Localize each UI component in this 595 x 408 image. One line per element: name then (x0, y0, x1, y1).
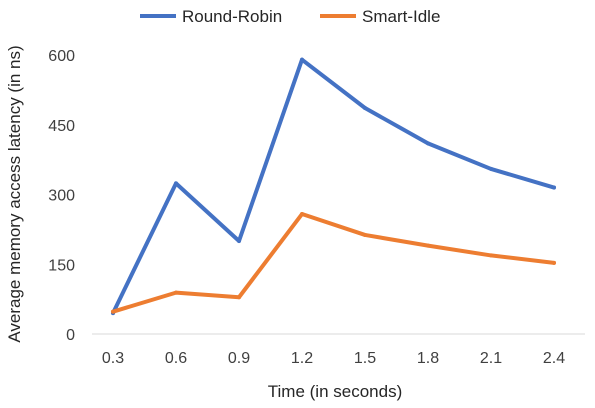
data-point-smart-idle (111, 309, 115, 314)
data-point-smart-idle (489, 253, 493, 258)
x-axis-ticks: 0.3 0.6 0.9 1.2 1.5 1.8 2.1 2.4 (102, 350, 565, 367)
x-tick-label: 1.2 (291, 350, 313, 367)
x-tick-label: 0.6 (165, 350, 187, 367)
data-point-round-robin (489, 166, 493, 171)
x-tick-label: 0.9 (228, 350, 250, 367)
x-tick-label: 1.5 (354, 350, 376, 367)
x-tick-label: 2.1 (480, 350, 502, 367)
y-axis-ticks: 0 150 300 450 600 (48, 48, 75, 344)
x-axis-title: Time (in seconds) (268, 382, 402, 401)
y-tick-label: 0 (66, 327, 75, 344)
series-line-round-robin (111, 57, 556, 316)
legend: Round-Robin Smart-Idle (140, 7, 440, 26)
data-point-round-robin (237, 239, 241, 243)
data-point-smart-idle (174, 290, 178, 295)
data-point-round-robin (363, 106, 367, 111)
data-point-smart-idle (237, 295, 241, 300)
y-tick-label: 150 (48, 257, 75, 274)
data-point-round-robin (426, 141, 430, 146)
y-tick-label: 600 (48, 48, 75, 65)
x-tick-label: 0.3 (102, 350, 124, 367)
data-point-smart-idle (300, 212, 304, 217)
y-axis-title: Average memory access latency (in ns) (5, 45, 24, 342)
legend-label-smart-idle: Smart-Idle (362, 7, 440, 26)
series-line-smart-idle (111, 212, 556, 314)
x-tick-label: 1.8 (417, 350, 439, 367)
legend-label-round-robin: Round-Robin (182, 7, 282, 26)
y-tick-label: 450 (48, 118, 75, 135)
data-point-smart-idle (552, 260, 556, 265)
data-point-smart-idle (426, 243, 430, 248)
data-point-round-robin (300, 57, 304, 62)
data-point-round-robin (552, 185, 556, 190)
data-point-round-robin (174, 181, 178, 186)
series-lines (111, 57, 556, 316)
x-tick-label: 2.4 (543, 350, 565, 367)
data-point-smart-idle (363, 232, 367, 237)
y-tick-label: 300 (48, 188, 75, 205)
